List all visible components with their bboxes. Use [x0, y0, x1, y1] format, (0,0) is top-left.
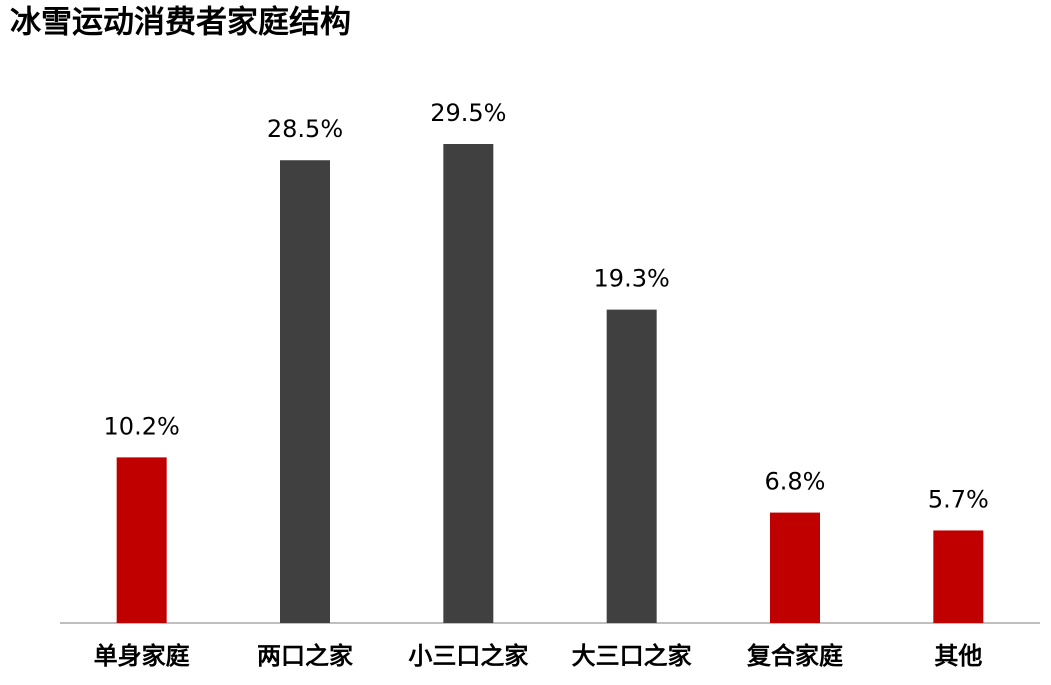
x-tick-label: 小三口之家: [408, 642, 528, 670]
x-tick-label: 单身家庭: [94, 642, 190, 670]
bar: [443, 144, 494, 623]
value-label: 29.5%: [430, 99, 506, 127]
value-label: 28.5%: [267, 115, 343, 143]
x-tick-label: 复合家庭: [746, 642, 843, 670]
value-label: 6.8%: [765, 468, 826, 496]
bar: [933, 530, 984, 623]
chart-title: 冰雪运动消费者家庭结构: [10, 5, 351, 41]
bar: [606, 309, 657, 623]
bar: [280, 160, 330, 623]
x-tick-label: 大三口之家: [572, 642, 692, 670]
bar: [770, 512, 820, 623]
value-label: 10.2%: [104, 412, 180, 440]
value-label: 5.7%: [928, 485, 989, 513]
value-label: 19.3%: [594, 265, 670, 293]
bar: [116, 457, 167, 623]
x-tick-label: 其他: [934, 642, 982, 670]
x-tick-label: 两口之家: [257, 642, 353, 670]
